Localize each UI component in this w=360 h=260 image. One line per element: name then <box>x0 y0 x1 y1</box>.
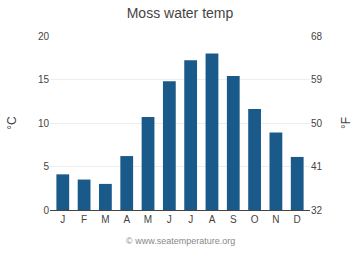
svg-text:20: 20 <box>38 31 50 42</box>
svg-text:10: 10 <box>38 118 50 129</box>
svg-text:Moss water temp: Moss water temp <box>127 5 234 21</box>
svg-text:D: D <box>294 214 301 225</box>
svg-text:15: 15 <box>38 74 50 85</box>
svg-text:68: 68 <box>311 31 323 42</box>
svg-text:°C: °C <box>5 116 19 130</box>
svg-text:N: N <box>272 214 279 225</box>
svg-text:A: A <box>123 214 130 225</box>
svg-text:J: J <box>167 214 172 225</box>
svg-text:F: F <box>81 214 87 225</box>
svg-text:5: 5 <box>43 161 49 172</box>
svg-text:0: 0 <box>43 205 49 216</box>
svg-text:M: M <box>144 214 152 225</box>
svg-text:50: 50 <box>311 118 323 129</box>
svg-text:S: S <box>230 214 237 225</box>
svg-text:M: M <box>101 214 109 225</box>
svg-text:32: 32 <box>311 205 323 216</box>
svg-text:A: A <box>209 214 216 225</box>
svg-text:© www.seatemperature.org: © www.seatemperature.org <box>126 236 235 246</box>
svg-text:J: J <box>188 214 193 225</box>
svg-text:O: O <box>251 214 259 225</box>
svg-text:41: 41 <box>311 161 323 172</box>
svg-text:59: 59 <box>311 74 323 85</box>
svg-text:°F: °F <box>339 117 353 129</box>
svg-text:J: J <box>60 214 65 225</box>
